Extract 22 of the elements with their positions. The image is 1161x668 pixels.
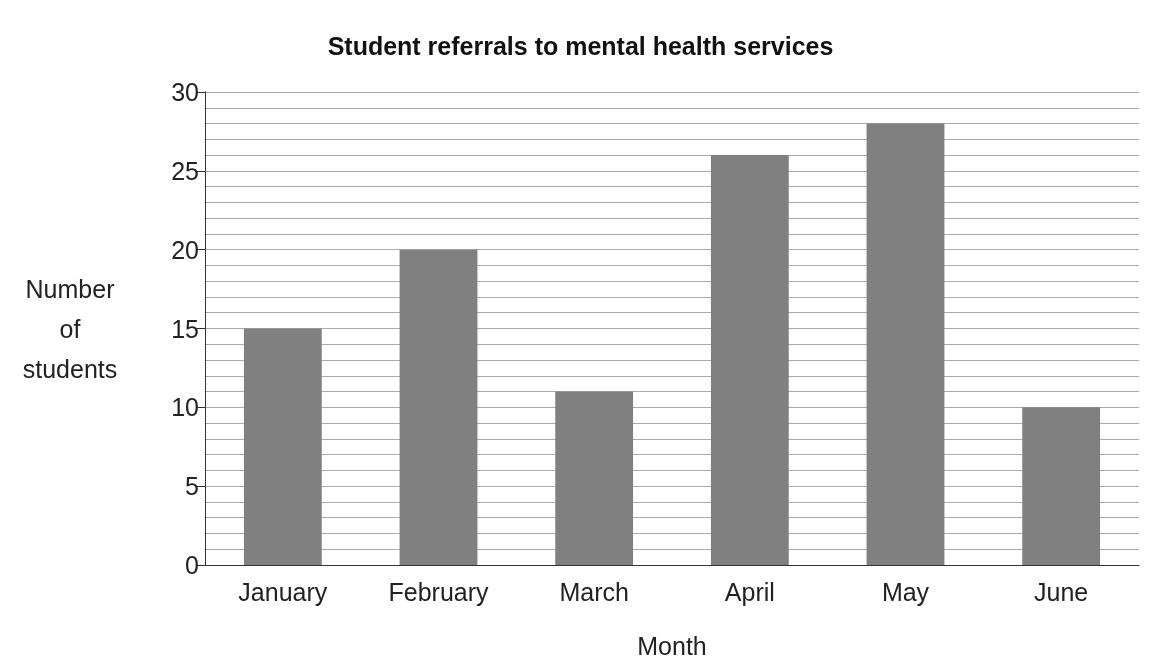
y-tick-label: 30 (171, 78, 199, 106)
bar (399, 249, 478, 565)
y-tick-label: 10 (171, 393, 199, 422)
y-tick-label: 25 (171, 156, 199, 185)
y-tick-label: 0 (185, 551, 199, 579)
x-tick-label: June (1034, 577, 1089, 606)
bar (555, 391, 634, 565)
x-tick-label: February (388, 577, 490, 606)
bar (866, 123, 945, 565)
bar (710, 155, 789, 565)
y-tick-label: 15 (171, 314, 199, 343)
x-tick-label: January (238, 577, 328, 606)
x-tick-label: May (881, 577, 930, 606)
y-tick-label: 20 (171, 235, 199, 264)
chart-title: Student referrals to mental health services (327, 31, 834, 60)
bar (1022, 407, 1101, 565)
x-axis-title: Month (637, 631, 707, 660)
x-tick-label: March (559, 577, 629, 606)
y-tick-label: 5 (185, 472, 199, 501)
x-tick-label: April (724, 577, 775, 606)
bar (243, 328, 322, 565)
y-axis-title: Number of students (22, 274, 118, 383)
